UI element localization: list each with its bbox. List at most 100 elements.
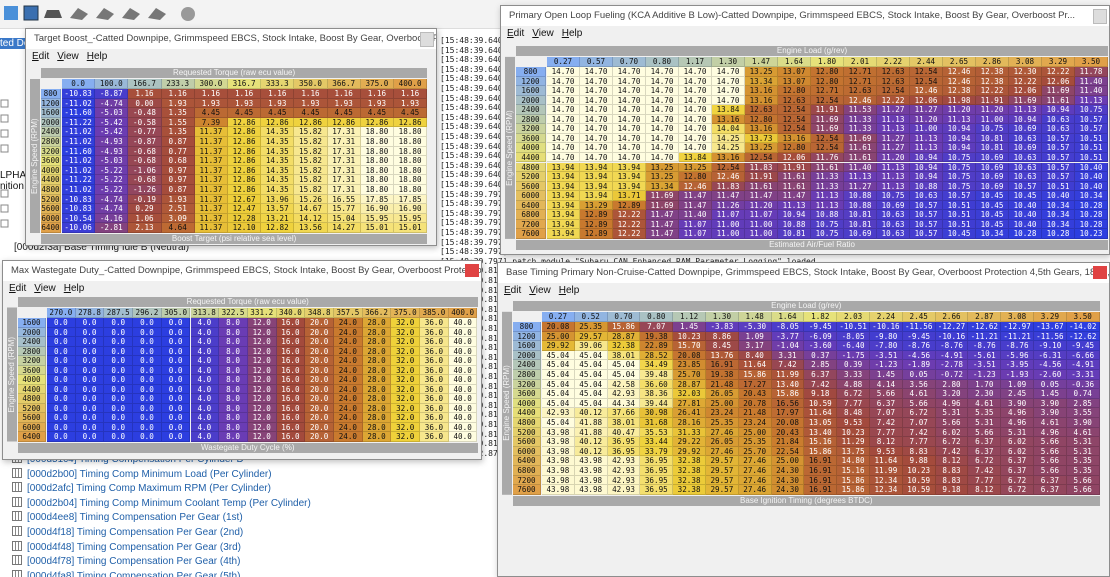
table-cell[interactable]: 32.0 xyxy=(391,327,421,337)
table-cell[interactable]: 14.70 xyxy=(646,133,679,144)
table-cell[interactable]: 1.35 xyxy=(161,127,195,137)
table-cell[interactable]: 43.98 xyxy=(574,485,608,495)
table-cell[interactable]: 4.61 xyxy=(1034,418,1067,428)
table-cell[interactable]: 10.57 xyxy=(1042,152,1075,163)
table-cell[interactable]: 11.07 xyxy=(712,210,745,220)
table-cell[interactable]: 16.91 xyxy=(706,360,739,370)
table-cell[interactable]: 11.64 xyxy=(804,408,838,418)
table-cell[interactable]: 12.86 xyxy=(261,117,295,128)
table-cell[interactable]: 14.70 xyxy=(679,76,712,87)
table-cell[interactable]: 14.70 xyxy=(646,124,679,134)
table-cell[interactable]: 4.0 xyxy=(190,337,220,347)
table-cell[interactable]: 8.0 xyxy=(219,327,248,337)
table-cell[interactable]: 12.46 xyxy=(679,181,712,192)
table-cell[interactable]: 8.83 xyxy=(935,466,969,476)
table-cell[interactable]: 13.94 xyxy=(547,162,580,173)
table-cell[interactable]: 1.16 xyxy=(294,89,328,99)
table-cell[interactable]: 6.37 xyxy=(1034,485,1067,495)
table-cell[interactable]: 36.0 xyxy=(420,365,449,375)
table-cell[interactable]: 2.13 xyxy=(128,223,162,233)
table-cell[interactable]: 11.37 xyxy=(194,213,228,224)
table-cell[interactable]: 1.16 xyxy=(194,89,228,99)
table-cell[interactable]: 12.22 xyxy=(877,95,910,106)
table-cell[interactable]: 16.0 xyxy=(276,384,306,394)
table-cell[interactable]: 10.94 xyxy=(910,172,943,182)
table-cell[interactable]: 8.12 xyxy=(870,437,903,447)
table-cell[interactable]: 14.70 xyxy=(646,86,679,96)
table-cell[interactable]: 32.0 xyxy=(391,365,421,375)
table-cell[interactable]: 14.70 xyxy=(580,86,613,96)
table-cell[interactable]: 13.71 xyxy=(613,191,646,201)
table-cell[interactable]: 13.16 xyxy=(745,124,778,134)
table-cell[interactable]: 3.33 xyxy=(837,370,870,380)
table-cell[interactable]: -11.56 xyxy=(1034,331,1067,342)
table-cell[interactable]: 21.84 xyxy=(771,437,805,447)
menu-item[interactable]: Help xyxy=(86,51,108,62)
table-cell[interactable]: 0.0 xyxy=(161,337,191,347)
table-cell[interactable]: 13.94 xyxy=(547,200,580,211)
table-cell[interactable]: 30.98 xyxy=(640,408,674,418)
table-cell[interactable]: 28.0 xyxy=(362,422,392,432)
table-cell[interactable]: 15.04 xyxy=(327,213,361,224)
table-cell[interactable]: 20.0 xyxy=(305,432,334,442)
table-cell[interactable]: 12.86 xyxy=(228,127,262,137)
table-cell[interactable]: 11.47 xyxy=(679,200,712,211)
table-cell[interactable]: 14.80 xyxy=(837,456,870,466)
table-cell[interactable]: 12.54 xyxy=(778,105,811,115)
table-cell[interactable]: 4.45 xyxy=(294,108,328,118)
table-cell[interactable]: 2.45 xyxy=(1001,389,1034,399)
table-cell[interactable]: 1.16 xyxy=(360,89,394,99)
table-cell[interactable]: 10.75 xyxy=(811,229,844,239)
table-cell[interactable]: 45.04 xyxy=(574,350,608,361)
table-window[interactable]: Target Boost_-Catted Downpipe, Grimmspee… xyxy=(25,28,437,246)
table-cell[interactable]: 10.57 xyxy=(910,200,943,211)
table-cell[interactable]: 10.34 xyxy=(976,229,1009,239)
table-cell[interactable]: 38.36 xyxy=(640,389,674,399)
table-cell[interactable]: -0.68 xyxy=(128,156,162,166)
table-window[interactable]: Base Timing Primary Non-Cruise-Catted Do… xyxy=(497,262,1110,577)
table-cell[interactable]: 19.38 xyxy=(706,370,739,380)
table-cell[interactable]: -5.22 xyxy=(95,185,129,195)
table-cell[interactable]: 14.70 xyxy=(679,105,712,115)
table-cell[interactable]: 9.53 xyxy=(837,418,870,428)
table-cell[interactable]: 0.0 xyxy=(104,432,134,442)
menu-item[interactable]: View xyxy=(529,285,551,296)
table-cell[interactable]: -8.76 xyxy=(935,341,969,351)
table-cell[interactable]: -0.48 xyxy=(128,108,162,118)
table-cell[interactable]: 0.0 xyxy=(161,327,191,337)
table-cell[interactable]: 45.04 xyxy=(574,370,608,380)
table-cell[interactable]: 12.86 xyxy=(228,165,262,176)
table-cell[interactable]: 10.34 xyxy=(1075,191,1108,201)
table-cell[interactable]: 32.0 xyxy=(391,337,421,347)
table-cell[interactable]: 14.70 xyxy=(613,86,646,96)
table-cell[interactable]: 27.46 xyxy=(738,475,772,486)
table-cell[interactable]: -3.83 xyxy=(706,322,739,332)
table-cell[interactable]: 10.57 xyxy=(1042,162,1075,173)
table-cell[interactable]: 43.98 xyxy=(542,427,575,438)
table-cell[interactable]: 0.0 xyxy=(104,337,134,347)
table-cell[interactable]: 0.37 xyxy=(804,350,838,361)
table-cell[interactable]: 42.93 xyxy=(607,485,641,495)
table-cell[interactable]: -12.97 xyxy=(1001,322,1034,332)
table-cell[interactable]: 12.86 xyxy=(294,117,328,128)
table-cell[interactable]: 10.40 xyxy=(1042,191,1075,201)
table-cell[interactable]: 12.54 xyxy=(910,76,943,87)
table-cell[interactable]: 14.35 xyxy=(261,127,295,137)
table-cell[interactable]: 32.38 xyxy=(673,456,706,466)
table-cell[interactable]: 10.75 xyxy=(1075,105,1108,115)
table-cell[interactable]: 9.53 xyxy=(870,446,903,457)
table-cell[interactable]: 10.94 xyxy=(778,210,811,220)
table-cell[interactable]: 27.46 xyxy=(706,446,739,457)
table-cell[interactable]: 0.0 xyxy=(161,422,191,432)
table-cell[interactable]: 25.70 xyxy=(738,446,772,457)
window-button[interactable] xyxy=(1093,9,1107,24)
table-cell[interactable]: 8.0 xyxy=(219,394,248,404)
table-cell[interactable]: 10.28 xyxy=(1009,229,1042,239)
table-cell[interactable]: 17.31 xyxy=(327,175,361,185)
table-cell[interactable]: 25.00 xyxy=(542,331,575,342)
table-cell[interactable]: -13.67 xyxy=(1034,322,1067,332)
table-cell[interactable]: -0.19 xyxy=(128,194,162,205)
table-cell[interactable]: 0.0 xyxy=(104,375,134,385)
table-cell[interactable]: 0.0 xyxy=(133,346,162,356)
table-cell[interactable]: 13.76 xyxy=(706,350,739,361)
